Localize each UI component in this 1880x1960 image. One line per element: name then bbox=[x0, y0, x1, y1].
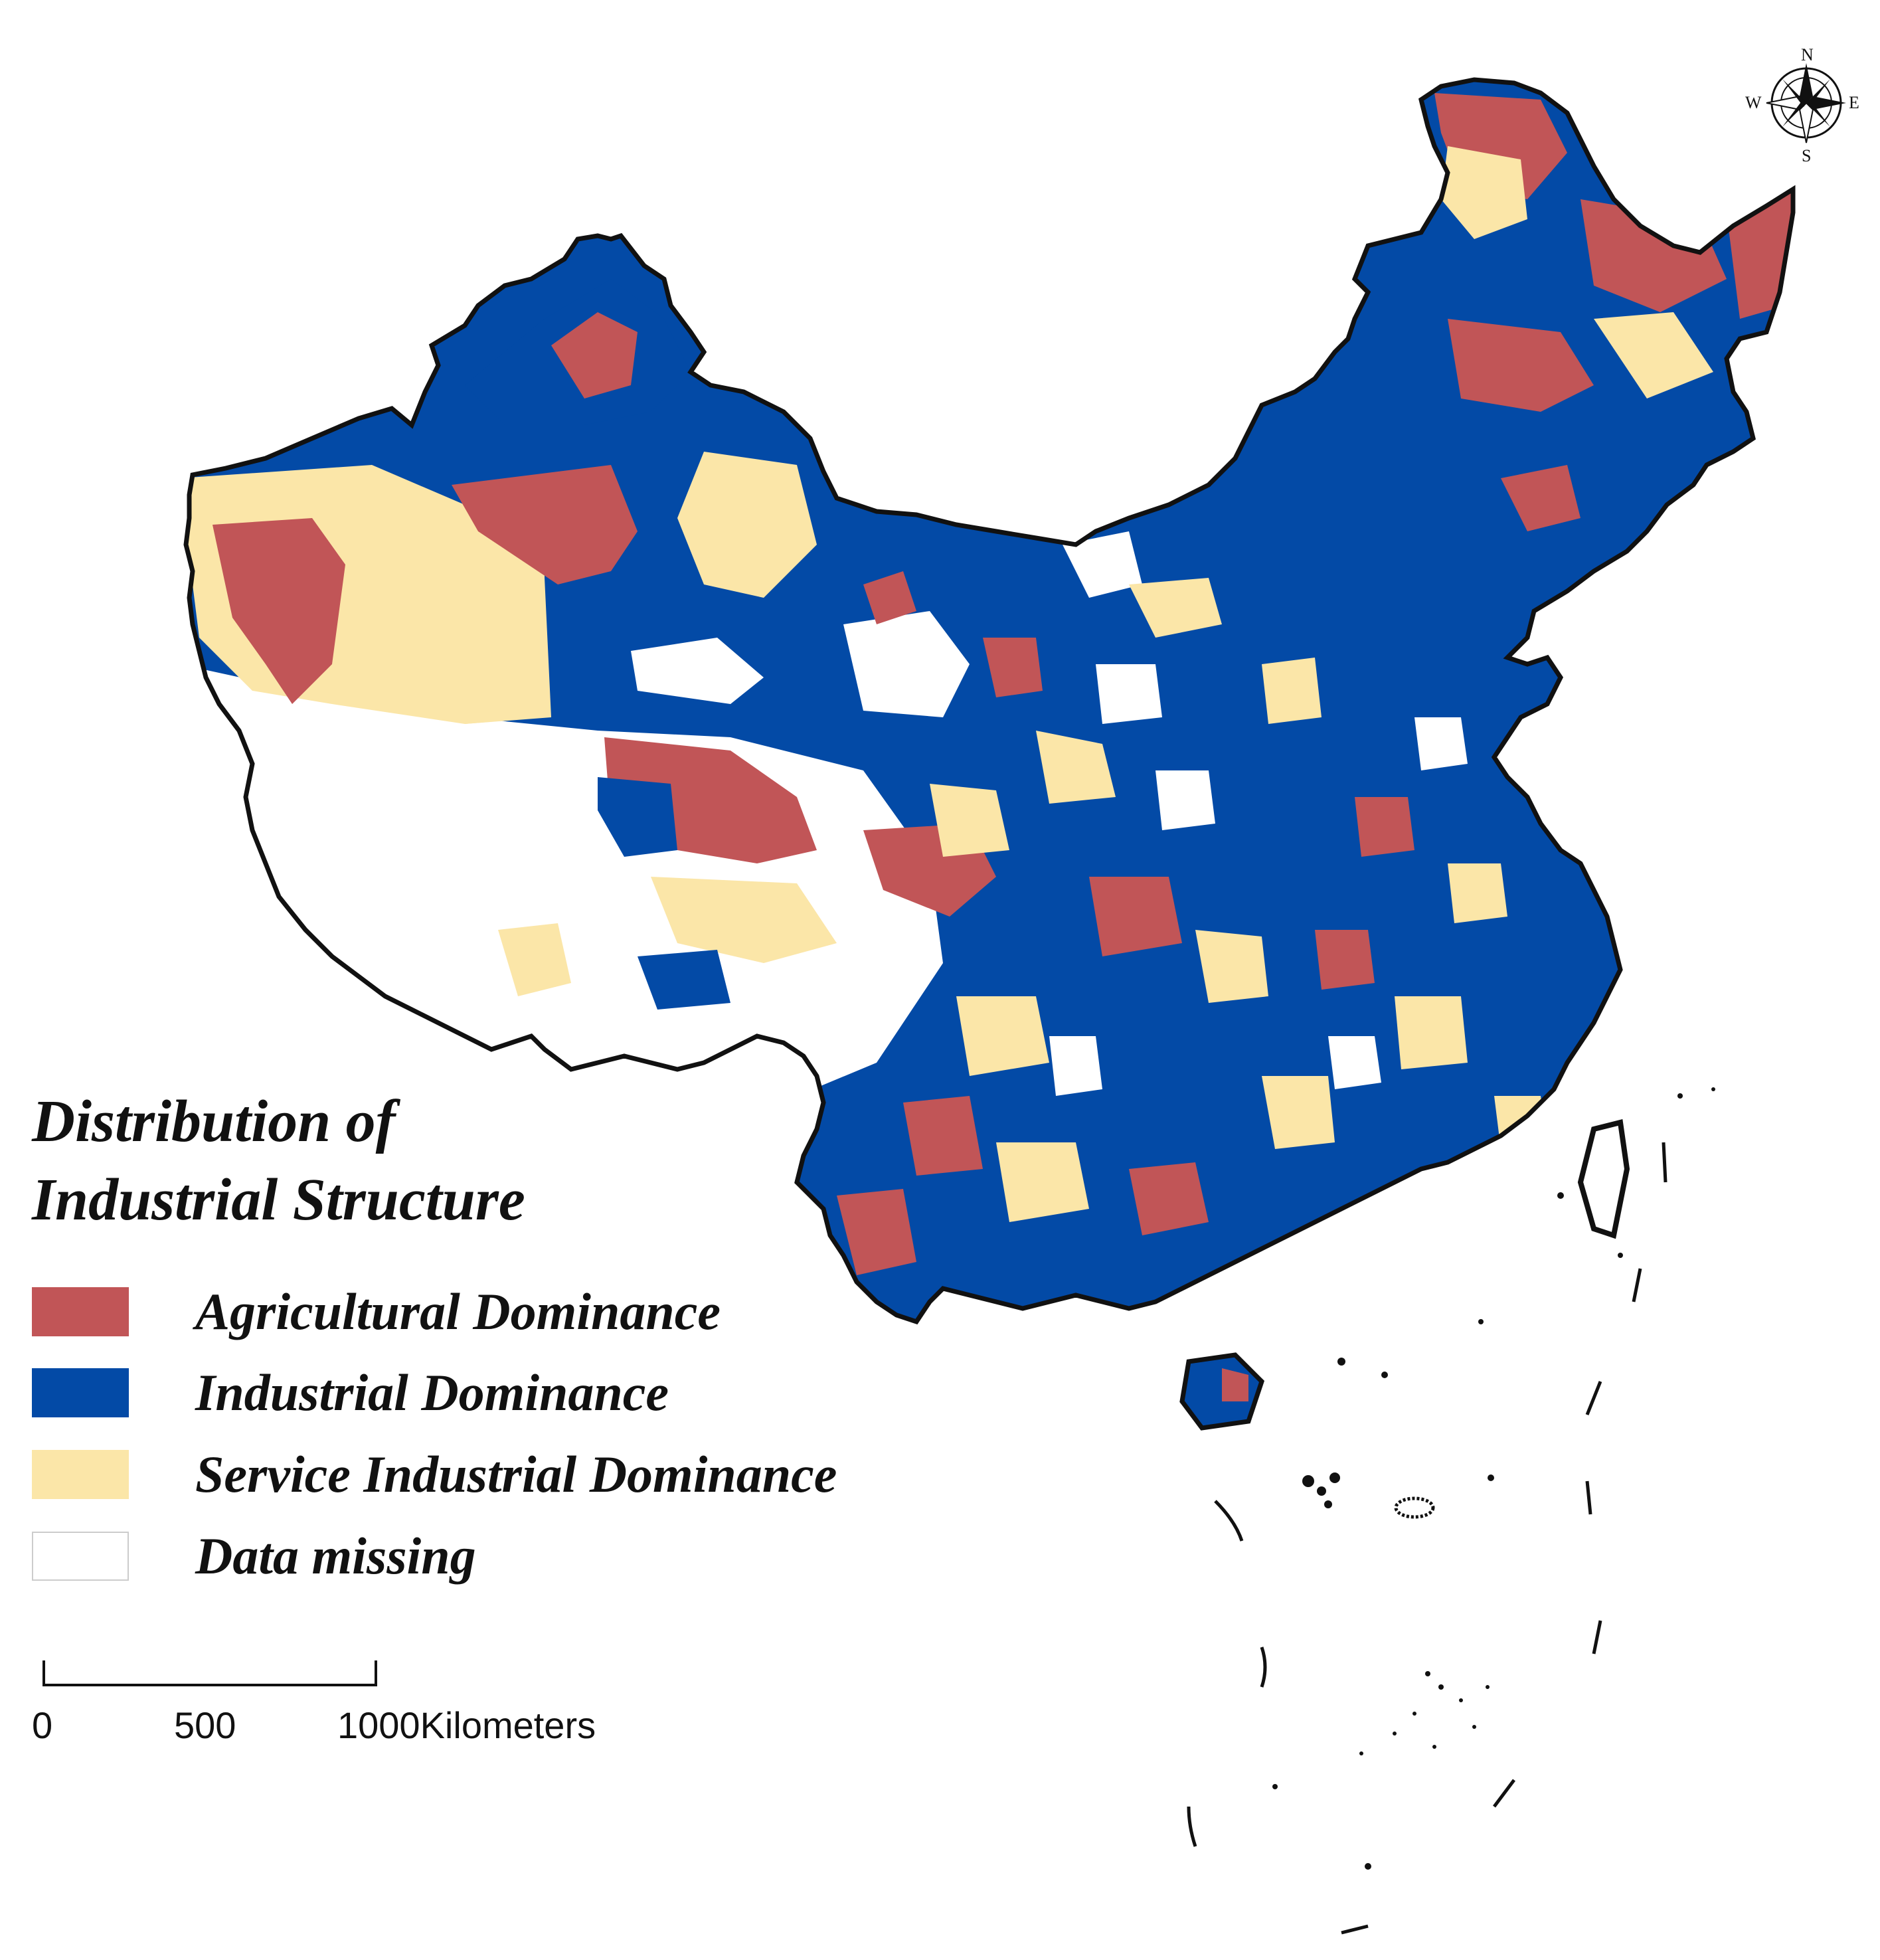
legend-title-line1: Distribution of bbox=[32, 1089, 396, 1154]
region-service-hebei bbox=[1262, 658, 1322, 724]
scale-tick-500: 500 bbox=[174, 1704, 236, 1746]
scale-tick-1000-value: 1000 bbox=[337, 1704, 420, 1746]
legend-item-industrial: Industrial Dominance bbox=[32, 1364, 669, 1421]
region-agri-hainan bbox=[1222, 1368, 1248, 1401]
region-service-tibet-east bbox=[651, 877, 837, 963]
region-service-jilin bbox=[1594, 312, 1713, 399]
legend-label-missing: Data missing bbox=[195, 1527, 476, 1585]
compass-rose: N S E W bbox=[1745, 45, 1859, 165]
boundary-dash bbox=[1493, 1779, 1515, 1808]
region-agri-heilongjiang-far-east bbox=[1727, 193, 1793, 319]
region-missing-qinghai-lake bbox=[843, 611, 970, 717]
region-agri-ili bbox=[551, 312, 638, 399]
legend-swatch-service bbox=[32, 1450, 129, 1499]
legend-swatch-industrial bbox=[32, 1368, 129, 1417]
region-ind-lhasa bbox=[638, 950, 730, 1010]
region-service-shaanxi bbox=[1036, 731, 1116, 804]
region-agri-songnen bbox=[1448, 319, 1594, 412]
compass-s-label: S bbox=[1802, 146, 1811, 165]
region-agri-yunnan-north bbox=[903, 1096, 983, 1176]
legend-label-agricultural: Agricultural Dominance bbox=[195, 1283, 721, 1340]
region-missing-lake-1 bbox=[631, 638, 764, 704]
scale-bar bbox=[43, 1660, 377, 1686]
compass-e-label: E bbox=[1849, 93, 1859, 112]
region-service-yunnan bbox=[996, 1142, 1089, 1222]
region-agri-ningxia bbox=[983, 638, 1043, 697]
legend-label-industrial: Industrial Dominance bbox=[195, 1364, 669, 1421]
region-agri-gansu bbox=[863, 571, 916, 624]
region-agri-yunnan-south bbox=[837, 1189, 916, 1275]
region-agri-sichuan bbox=[1089, 877, 1182, 956]
compass-n-label: N bbox=[1801, 45, 1814, 64]
region-agri-liaoning bbox=[1501, 465, 1581, 531]
boundary-dash bbox=[1592, 1620, 1602, 1654]
region-missing-shandong bbox=[1414, 717, 1468, 770]
scale-unit: Kilometers bbox=[420, 1704, 596, 1746]
taiwan-island bbox=[1577, 1119, 1630, 1239]
region-service-jiangxi bbox=[1395, 996, 1468, 1069]
compass-north-arrow bbox=[1800, 63, 1813, 103]
region-missing-shanxi bbox=[1096, 664, 1162, 724]
region-service-heilongjiang bbox=[1441, 146, 1527, 239]
scattered-islands bbox=[1272, 1087, 1715, 1870]
legend-title: Distribution of Industrial Structure bbox=[32, 1083, 525, 1239]
region-ind-qaidam bbox=[598, 777, 677, 857]
region-service-sichuan-west bbox=[956, 996, 1049, 1076]
legend-item-missing: Data missing bbox=[32, 1527, 476, 1585]
region-agri-henan bbox=[1355, 797, 1414, 857]
boundary-dash bbox=[1585, 1480, 1592, 1515]
compass-w-label: W bbox=[1745, 93, 1762, 112]
legend-swatch-agricultural bbox=[32, 1287, 129, 1336]
region-service-tibet-south bbox=[498, 923, 571, 996]
legend-label-service: Service Industrial Dominance bbox=[195, 1445, 837, 1503]
scale-tick-1000: 1000Kilometers bbox=[337, 1704, 596, 1747]
boundary-dash bbox=[1214, 1500, 1244, 1542]
boundary-dash bbox=[1662, 1142, 1667, 1183]
legend-item-agricultural: Agricultural Dominance bbox=[32, 1283, 721, 1340]
scale-tick-0: 0 bbox=[32, 1704, 53, 1746]
region-agri-kashgar bbox=[213, 518, 345, 704]
region-service-chongqing bbox=[1195, 930, 1268, 1003]
legend-title-line2: Industrial Structure bbox=[32, 1167, 525, 1233]
region-missing-hunan bbox=[1328, 1036, 1381, 1089]
region-service-tarim bbox=[452, 578, 551, 724]
region-service-hunan bbox=[1262, 1076, 1335, 1149]
region-missing-inner-mongolia bbox=[1063, 531, 1142, 598]
region-missing-shaanxi bbox=[1155, 770, 1215, 830]
region-agri-guangxi bbox=[1129, 1162, 1209, 1235]
legend-swatch-missing bbox=[32, 1532, 129, 1581]
boundary-dash bbox=[1632, 1268, 1642, 1302]
region-service-hami bbox=[677, 452, 817, 598]
boundary-dash bbox=[1187, 1806, 1197, 1847]
china-border bbox=[183, 77, 1796, 1325]
region-service-gansu-south bbox=[930, 784, 1009, 857]
south-china-sea-inset bbox=[1187, 1142, 1667, 1935]
region-service-anhui bbox=[1448, 863, 1507, 923]
region-missing-guizhou bbox=[1049, 1036, 1102, 1096]
region-service-inner-mongolia bbox=[1129, 578, 1222, 638]
region-agri-hubei bbox=[1315, 930, 1375, 990]
boundary-dash bbox=[1260, 1647, 1267, 1688]
island-ring bbox=[1394, 1496, 1435, 1519]
boundary-dash bbox=[1585, 1381, 1602, 1415]
legend-item-service: Service Industrial Dominance bbox=[32, 1445, 837, 1503]
region-agri-north-xj bbox=[452, 465, 638, 584]
boundary-dash bbox=[1341, 1924, 1369, 1935]
